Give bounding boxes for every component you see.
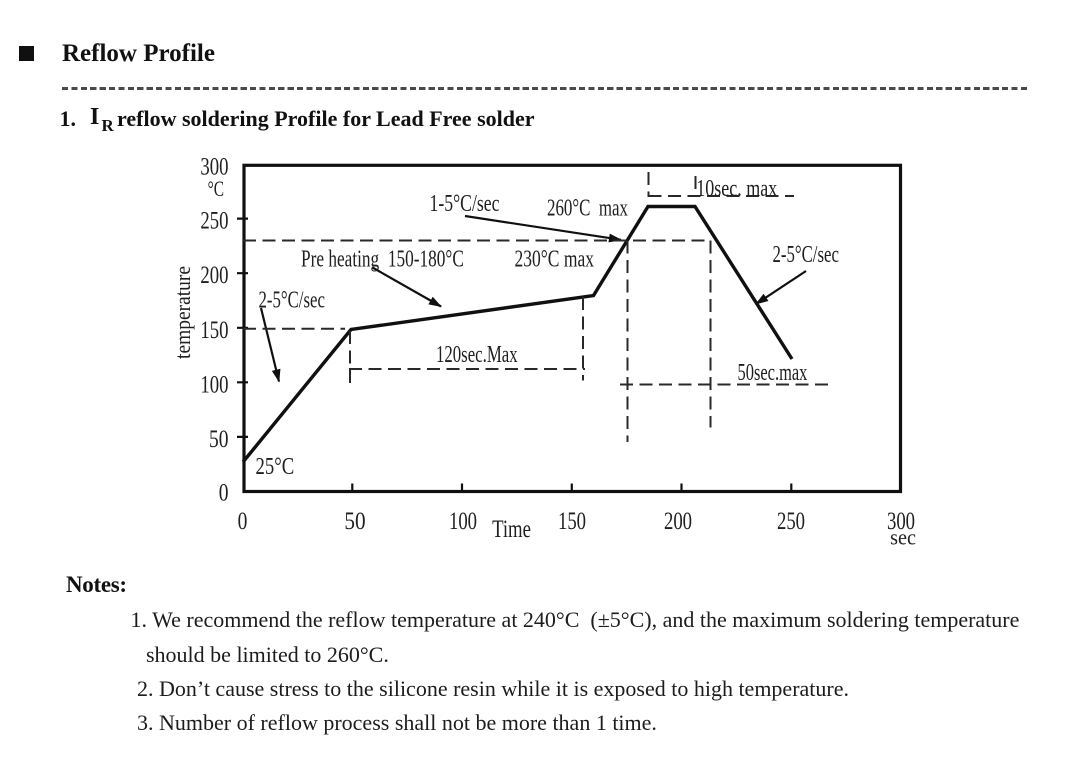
svg-text:Time: Time [492, 514, 531, 542]
svg-text:0: 0 [238, 507, 248, 535]
svg-text:temperature: temperature [171, 266, 195, 359]
svg-text:100: 100 [449, 506, 477, 534]
svg-text:10sec. max: 10sec. max [696, 175, 777, 202]
svg-text:25°C: 25°C [256, 453, 295, 480]
svg-text:250: 250 [200, 206, 228, 234]
svg-text:100: 100 [200, 370, 228, 398]
svg-text:1-5°C/sec: 1-5°C/sec [430, 189, 500, 216]
svg-text:150: 150 [558, 506, 586, 534]
svg-text:300: 300 [887, 506, 915, 534]
svg-text:2-5°C/sec: 2-5°C/sec [259, 288, 325, 313]
svg-text:250: 250 [777, 506, 805, 534]
svg-text:230°C max: 230°C max [515, 245, 595, 272]
svg-text:2-5°C/sec: 2-5°C/sec [773, 242, 839, 267]
svg-text:200: 200 [200, 261, 228, 289]
svg-text:0: 0 [219, 478, 229, 506]
svg-text:Pre heating 150-180°C: Pre heating 150-180°C [301, 245, 464, 273]
svg-text:50: 50 [209, 425, 228, 453]
svg-text:50sec.max: 50sec.max [738, 360, 808, 386]
svg-text:120sec.Max: 120sec.Max [436, 342, 518, 367]
svg-text:°C: °C [208, 177, 224, 201]
svg-text:300: 300 [200, 152, 228, 180]
svg-text:50: 50 [344, 507, 365, 535]
svg-text:150: 150 [200, 315, 228, 343]
svg-text:260°C max: 260°C max [547, 196, 628, 221]
svg-text:sec: sec [890, 525, 916, 550]
svg-text:200: 200 [664, 506, 692, 534]
